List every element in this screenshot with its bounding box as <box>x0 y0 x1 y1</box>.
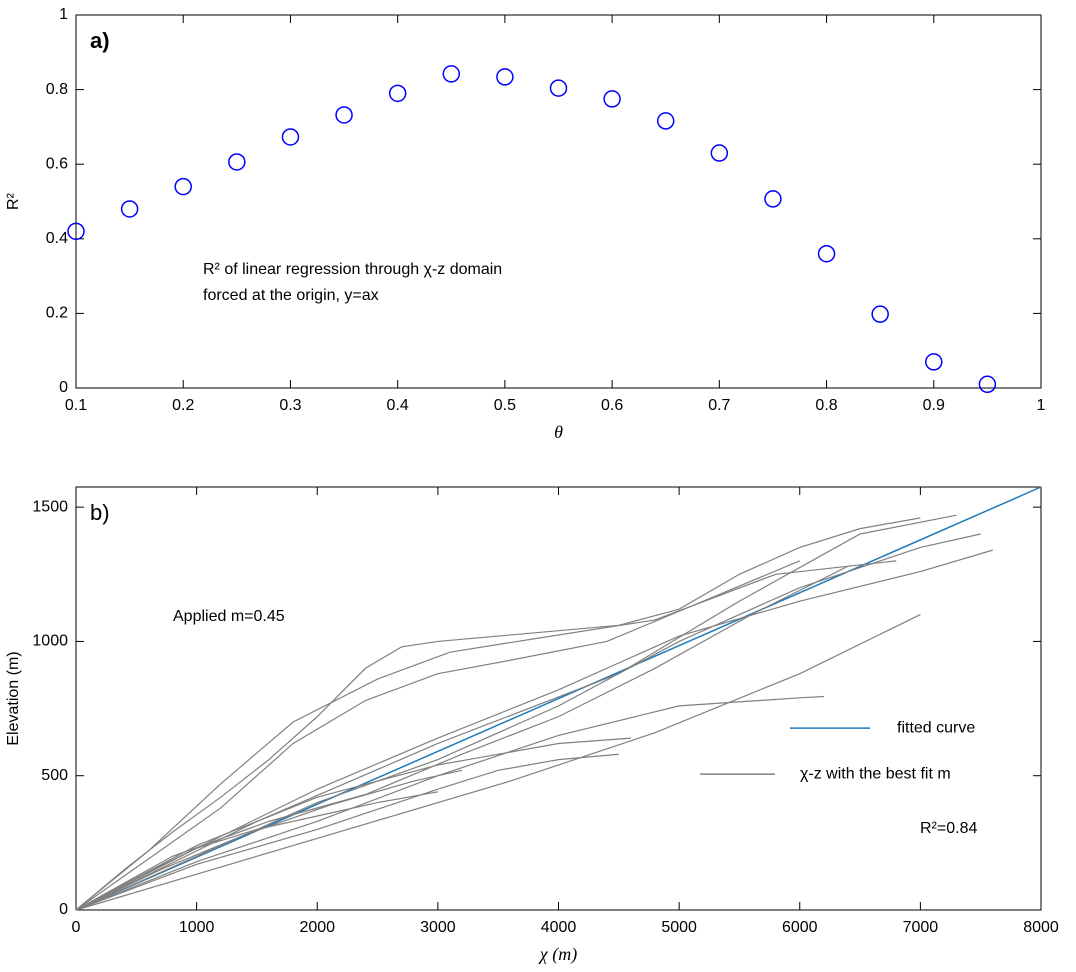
y-tick-label: 1 <box>59 6 68 23</box>
y-tick-label: 1000 <box>32 633 68 650</box>
x-axis-label: θ <box>554 422 563 442</box>
data-point <box>549 79 568 97</box>
y-axis-label: Elevation (m) <box>5 651 22 745</box>
x-tick-label: 0.7 <box>708 397 730 414</box>
line-series <box>75 486 1042 911</box>
line-series <box>75 791 438 911</box>
x-axis-label: χ (m) <box>538 944 577 965</box>
x-tick-label: 6000 <box>782 919 818 936</box>
data-point <box>710 144 729 162</box>
x-tick-label: 2000 <box>299 919 335 936</box>
data-point <box>496 68 514 86</box>
annotation: forced at the origin, y=ax <box>203 287 379 304</box>
panel-label: b) <box>90 500 110 525</box>
line-series <box>75 517 921 911</box>
plot-frame <box>75 486 1042 911</box>
data-point <box>656 112 675 130</box>
y-tick-label: 500 <box>41 767 68 784</box>
line-series <box>75 695 824 911</box>
legend-label: fitted curve <box>897 719 975 736</box>
line-series <box>75 560 800 911</box>
y-tick-label: 0.8 <box>46 81 68 98</box>
x-tick-label: 5000 <box>661 919 697 936</box>
data-point <box>174 177 192 196</box>
data-point <box>442 65 461 83</box>
data-point <box>871 305 889 323</box>
y-tick-label: 0.4 <box>46 230 68 247</box>
data-point <box>228 153 246 171</box>
annotation: R²=0.84 <box>920 820 977 837</box>
line-series <box>75 614 921 911</box>
data-point <box>335 106 353 124</box>
data-point <box>764 190 782 208</box>
data-point <box>388 84 407 103</box>
x-tick-label: 0.9 <box>923 397 945 414</box>
line-series <box>75 769 463 911</box>
plot-frame <box>75 14 1042 389</box>
data-point <box>817 244 836 263</box>
annotation: R² of linear regression through χ-z doma… <box>203 261 502 278</box>
y-tick-label: 0.6 <box>46 155 68 172</box>
data-point <box>281 128 300 146</box>
y-tick-label: 0.2 <box>46 305 68 322</box>
x-tick-label: 7000 <box>903 919 939 936</box>
line-series <box>75 737 631 911</box>
x-tick-label: 0.2 <box>172 397 194 414</box>
legend-label: χ-z with the best fit m <box>800 765 951 782</box>
y-tick-label: 0 <box>59 901 68 918</box>
x-tick-label: 0.1 <box>65 397 87 414</box>
x-tick-label: 0.6 <box>601 397 623 414</box>
y-axis-label: R² <box>5 192 22 210</box>
x-tick-label: 4000 <box>541 919 577 936</box>
x-tick-label: 0.3 <box>279 397 301 414</box>
y-tick-label: 1500 <box>32 498 68 515</box>
line-series <box>75 753 619 911</box>
data-point <box>925 353 943 371</box>
x-tick-label: 0.8 <box>815 397 837 414</box>
x-tick-label: 1000 <box>179 919 215 936</box>
panel-label: a) <box>90 28 110 53</box>
x-tick-label: 0.5 <box>494 397 516 414</box>
line-series <box>75 549 993 911</box>
data-point <box>603 90 621 108</box>
annotation: Applied m=0.45 <box>173 608 285 625</box>
x-tick-label: 1 <box>1037 397 1046 414</box>
x-tick-label: 0.4 <box>387 397 409 414</box>
data-point <box>978 375 997 394</box>
x-tick-label: 8000 <box>1023 919 1059 936</box>
data-point <box>120 200 139 218</box>
line-series <box>75 560 897 911</box>
x-tick-label: 0 <box>72 919 81 936</box>
y-tick-label: 0 <box>59 379 68 396</box>
data-point <box>67 222 85 241</box>
x-tick-label: 3000 <box>420 919 456 936</box>
